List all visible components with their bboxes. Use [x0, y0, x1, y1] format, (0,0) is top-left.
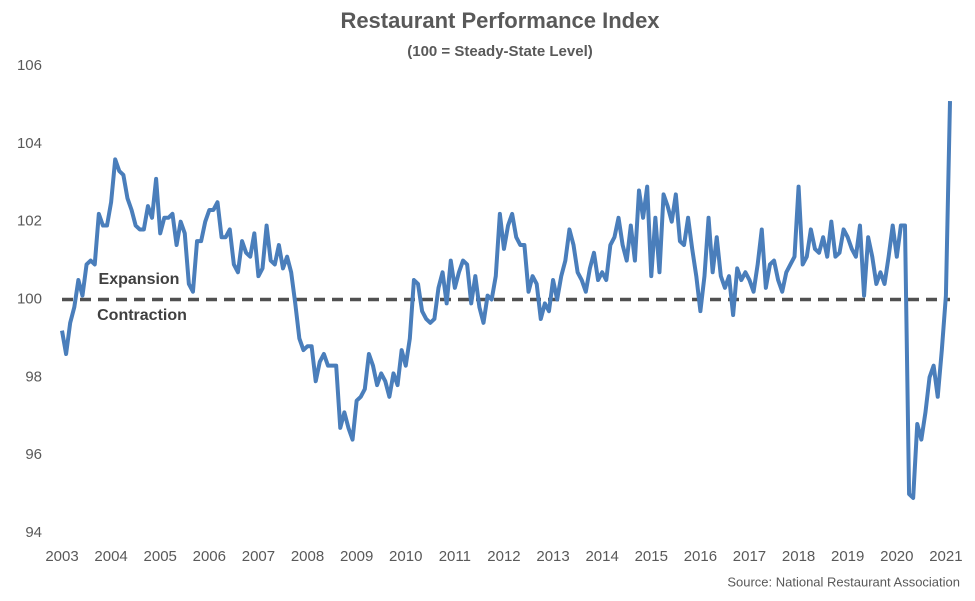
- x-tick-label: 2007: [242, 548, 275, 565]
- data-line: [60, 100, 952, 500]
- annotation: Contraction: [97, 307, 187, 324]
- x-tick-label: 2020: [880, 548, 913, 565]
- y-tick-label: 98: [25, 368, 42, 385]
- y-tick-label: 104: [17, 135, 42, 152]
- x-tick-label: 2018: [782, 548, 815, 565]
- x-tick-label: 2006: [193, 548, 226, 565]
- y-tick-label: 100: [17, 290, 42, 307]
- x-tick-label: 2017: [733, 548, 766, 565]
- y-tick-label: 94: [25, 524, 42, 541]
- source: Source: National Restaurant Association: [727, 574, 960, 589]
- y-tick-label: 106: [17, 57, 42, 74]
- x-tick-label: 2015: [635, 548, 668, 565]
- x-tick-label: 2021: [929, 548, 962, 565]
- x-tick-label: 2004: [94, 548, 127, 565]
- x-tick-label: 2003: [45, 548, 78, 565]
- x-tick-label: 2009: [340, 548, 373, 565]
- y-tick-label: 102: [17, 213, 42, 230]
- y-tick-label: 96: [25, 446, 42, 463]
- x-tick-label: 2013: [536, 548, 569, 565]
- chart-title: Restaurant Performance Index: [340, 8, 660, 33]
- annotation: Expansion: [99, 271, 180, 288]
- x-tick-label: 2010: [389, 548, 422, 565]
- x-tick-label: 2016: [684, 548, 717, 565]
- x-tick-label: 2011: [439, 548, 471, 565]
- x-tick-label: 2019: [831, 548, 864, 565]
- x-tick-label: 2014: [585, 548, 618, 565]
- x-tick-label: 2005: [144, 548, 177, 565]
- chart-subtitle: (100 = Steady-State Level): [407, 43, 593, 60]
- x-tick-label: 2012: [487, 548, 520, 565]
- x-tick-label: 2008: [291, 548, 324, 565]
